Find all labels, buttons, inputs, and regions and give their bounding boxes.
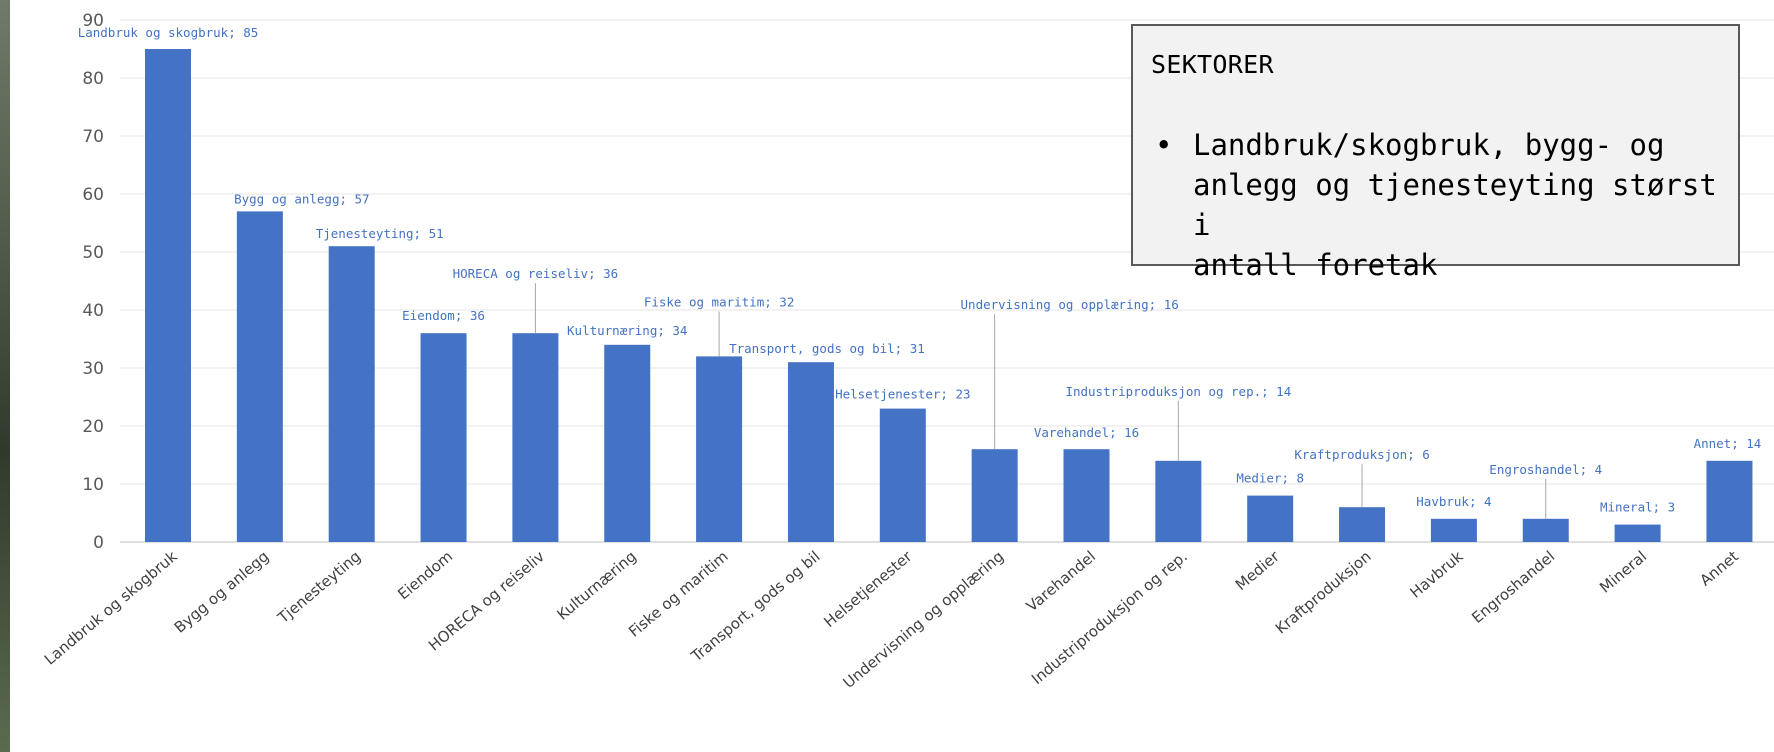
data-label: Fiske og maritim; 32 (644, 294, 795, 309)
callout-title: SEKTORER (1151, 50, 1274, 79)
bar (879, 408, 926, 542)
category-label: Tjenesteyting (274, 547, 365, 627)
y-tick-label: 50 (82, 243, 104, 263)
data-label: Transport, gods og bil; 31 (729, 341, 925, 356)
bar (604, 344, 651, 542)
bar (420, 333, 467, 542)
bullet-glyph: • (1155, 128, 1173, 162)
data-label: Engroshandel; 4 (1489, 462, 1602, 477)
bar (696, 356, 743, 542)
callout-line-2: anlegg og tjenesteyting størst i (1193, 168, 1717, 242)
background-photo-edge (0, 0, 10, 752)
data-label: HORECA og reiseliv; 36 (453, 266, 619, 281)
category-label: Kulturnæring (553, 547, 639, 624)
data-label: Varehandel; 16 (1034, 425, 1139, 440)
callout-bullet-item: • Landbruk/skogbruk, bygg- og anlegg og … (1151, 125, 1720, 285)
data-label: Eiendom; 36 (402, 308, 485, 323)
y-tick-label: 60 (82, 185, 104, 205)
category-label: Medier (1232, 547, 1283, 594)
category-label: Varehandel (1023, 547, 1099, 615)
callout-line-1: Landbruk/skogbruk, bygg- og (1193, 128, 1665, 162)
data-label: Mineral; 3 (1600, 500, 1675, 515)
category-label: Landbruk og skogbruk (41, 547, 181, 668)
bar (787, 362, 834, 542)
data-label: Industriproduksjon og rep.; 14 (1065, 384, 1291, 399)
category-label: Engroshandel (1468, 547, 1558, 627)
bar (1339, 507, 1386, 542)
bar (1522, 518, 1569, 542)
category-label: Eiendom (394, 547, 456, 603)
category-label: Helsetjenester (820, 547, 916, 631)
category-label: Undervisning og opplæring (840, 547, 1008, 692)
category-label: Kraftproduksjon (1272, 547, 1375, 637)
bar (1155, 460, 1202, 542)
bar (236, 211, 283, 542)
bars (145, 49, 1753, 542)
bar (328, 246, 375, 542)
data-label: Annet; 14 (1694, 436, 1762, 451)
category-label: Havbruk (1406, 547, 1466, 602)
y-tick-label: 0 (93, 533, 104, 553)
label-leader-lines (534, 283, 1547, 519)
data-label: Havbruk; 4 (1416, 494, 1491, 509)
data-label: Helsetjenester; 23 (835, 387, 970, 402)
bar (971, 449, 1018, 542)
data-labels: Landbruk og skogbruk; 85 Bygg og anlegg; … (78, 25, 1762, 515)
data-label: Kraftproduksjon; 6 (1294, 447, 1429, 462)
data-label: Bygg og anlegg; 57 (234, 191, 369, 206)
y-tick-label: 10 (82, 475, 104, 495)
category-label: Bygg og anlegg (171, 547, 273, 636)
bar (1706, 460, 1753, 542)
y-tick-label: 70 (82, 127, 104, 147)
category-label: Mineral (1596, 547, 1650, 596)
bar (512, 333, 559, 542)
category-label: Annet (1696, 547, 1742, 589)
callout-line-3: antall foretak (1193, 248, 1438, 282)
bar (145, 49, 191, 542)
data-label: Landbruk og skogbruk; 85 (78, 25, 259, 40)
data-label: Undervisning og opplæring; 16 (961, 297, 1179, 312)
category-label: Industriproduksjon og rep. (1028, 547, 1191, 688)
bar (1614, 524, 1661, 542)
bar (1063, 449, 1110, 542)
sektorer-callout: SEKTORER • Landbruk/skogbruk, bygg- og a… (1131, 24, 1740, 282)
y-tick-label: 90 (82, 11, 104, 31)
data-label: Kulturnæring; 34 (567, 323, 687, 338)
category-label: Fiske og maritim (625, 547, 732, 640)
y-tick-label: 20 (82, 417, 104, 437)
y-tick-label: 30 (82, 359, 104, 379)
y-tick-label: 40 (82, 301, 104, 321)
bar (1247, 495, 1294, 542)
data-label: Tjenesteyting; 51 (316, 226, 444, 241)
y-axis-ticks: 0 10 20 30 40 50 60 70 80 90 (82, 11, 104, 553)
data-label: Medier; 8 (1236, 471, 1304, 486)
bar (1430, 518, 1477, 542)
y-tick-label: 80 (82, 69, 104, 89)
callout-list: • Landbruk/skogbruk, bygg- og anlegg og … (1151, 125, 1720, 285)
